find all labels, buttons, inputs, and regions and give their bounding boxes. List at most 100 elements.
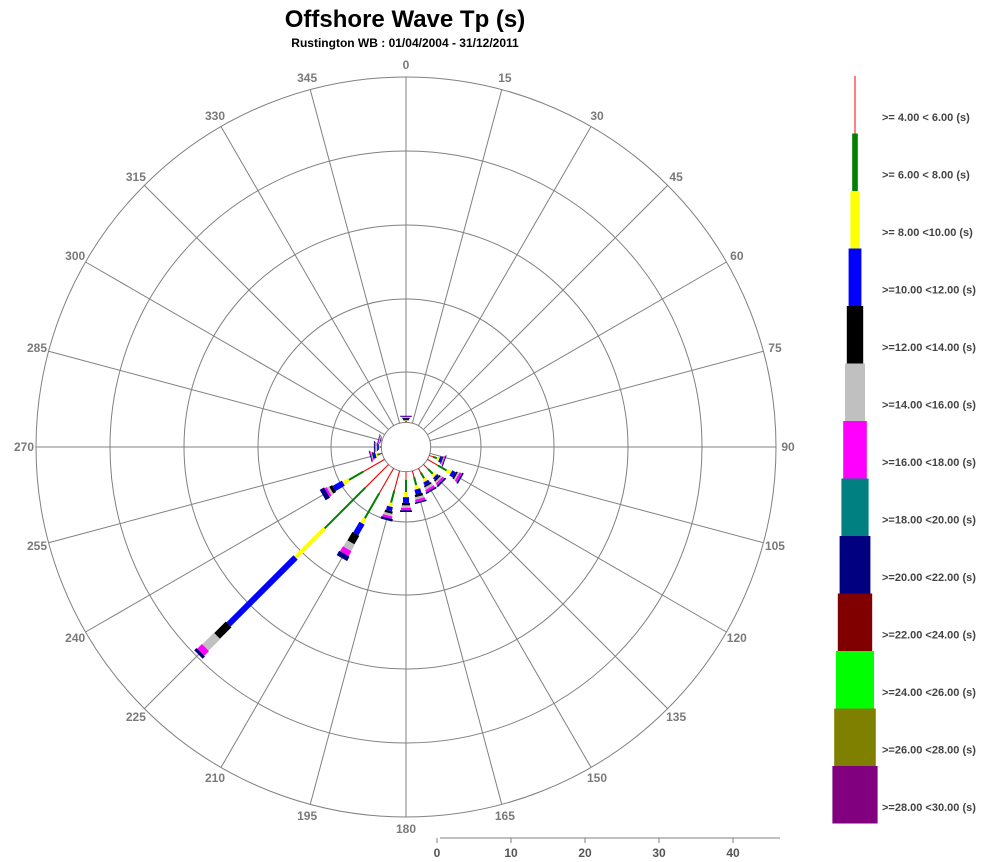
direction-label-300: 300 [65,249,85,263]
sector-285-bin-6 [377,434,381,445]
sector-195-bin-6 [382,514,393,519]
legend-swatch-4 [846,306,864,364]
legend-label-1: >= 6.00 < 8.00 (s) [882,169,970,181]
sector-255-bin-8 [368,450,373,463]
sector-225-bin-8 [194,648,205,659]
sector-210-bin-2 [360,517,367,525]
sector-135-bin-2 [431,472,437,478]
sector-165-bin-4 [414,492,424,498]
sector-120-bin-8 [456,472,464,484]
sector-0-bin-8 [400,415,412,417]
sector-195-bin-4 [384,509,393,514]
sector-180-bin-4 [402,502,410,506]
sector-135-bin-1 [427,468,434,475]
sector-195-bin-3 [386,505,393,512]
sector-180-bin-1 [405,479,407,493]
legend-swatch-12 [832,766,878,824]
legend-swatch-5 [845,363,865,421]
direction-label-0: 0 [403,58,410,72]
sector-225-bin-3 [226,555,298,627]
radial-axis-label-10: 10 [504,846,518,860]
sector-150-bin-6 [425,485,435,493]
sector-150-bin-3 [423,479,430,486]
spoke-150 [417,468,592,768]
sector-210-bin-1 [364,492,381,519]
legend-swatch-2 [850,191,860,249]
sector-270-bin-8 [373,441,375,453]
sector-240-bin-2 [342,478,350,485]
sector-165-bin-0 [411,470,415,478]
radial-axis-label-30: 30 [652,846,666,860]
sector-285-bin-0 [381,440,383,442]
sector-285-bin-2 [380,438,382,443]
sector-150-bin-4 [423,482,432,488]
spoke-165 [411,470,503,805]
sector-255-bin-6 [369,451,374,462]
sector-180-bin-0 [405,471,407,480]
sector-165-bin-5 [414,495,425,500]
legend-label-10: >=24.00 <26.00 (s) [882,687,976,699]
legend-swatch-1 [852,133,858,191]
sector-0-bin-3 [403,418,409,421]
legend-swatch-9 [837,593,873,651]
sector-120-bin-3 [449,470,456,478]
sector-240-bin-3 [332,480,345,492]
sector-110-bin-0 [429,455,434,458]
sector-240-bin-1 [348,470,364,481]
sector-210-bin-3 [353,521,365,536]
legend-label-3: >=10.00 <12.00 (s) [882,284,976,296]
sector-225-bin-2 [294,527,326,559]
sector-240-bin-4 [329,485,337,494]
sector-285-bin-1 [381,439,382,442]
sector-110-bin-4 [440,456,444,464]
sector-110-bin-3 [438,456,443,463]
spoke-105 [429,452,764,544]
legend-swatch-0 [854,76,856,134]
sector-165-bin-2 [414,484,420,490]
sector-195-bin-5 [383,511,393,517]
radial-axis-label-0: 0 [434,846,441,860]
sector-165-bin-1 [413,476,418,486]
sector-120-bin-2 [445,468,452,475]
direction-label-315: 315 [126,170,146,184]
sector-135-bin-8 [436,477,447,488]
sector-255-bin-5 [370,451,374,461]
sector-0-bin-4 [402,417,410,419]
spoke-345 [309,89,401,424]
spoke-45 [423,185,668,430]
legend-label-2: >= 8.00 <10.00 (s) [882,227,973,239]
sector-195-bin-8 [380,516,393,522]
legend-label-12: >=28.00 <30.00 (s) [882,802,976,814]
sector-270-bin-6 [374,442,376,452]
sector-110-bin-8 [441,455,447,467]
sector-110-bin-6 [441,455,446,466]
sector-150-bin-2 [422,477,428,483]
sector-210-bin-4 [347,531,360,545]
sector-180-bin-3 [403,497,409,503]
chart-subtitle: Rustington WB : 01/04/2004 - 31/12/2011 [291,36,519,50]
sector-0-bin-1 [405,421,407,422]
legend-swatch-8 [839,536,871,594]
direction-label-270: 270 [14,440,34,454]
sector-180-bin-8 [400,510,412,512]
sector-0-bin-2 [404,420,408,422]
sector-240-bin-0 [363,458,385,473]
sector-270-bin-4 [377,443,378,451]
legend-label-7: >=18.00 <20.00 (s) [882,514,976,526]
direction-label-285: 285 [27,341,47,355]
sector-195-bin-1 [390,490,396,503]
spoke-135 [423,464,668,709]
legend-label-11: >=26.00 <28.00 (s) [882,744,976,756]
direction-label-330: 330 [205,109,225,123]
sector-210-bin-5 [343,540,355,552]
sector-165-bin-8 [414,499,427,505]
sector-120-bin-5 [453,471,460,481]
direction-label-210: 210 [205,771,225,785]
legend-swatch-6 [843,421,867,479]
sector-120-bin-4 [452,471,458,480]
chart-title: Offshore Wave Tp (s) [284,6,526,33]
legend-swatch-11 [834,708,876,766]
spoke-315 [144,185,389,430]
direction-label-105: 105 [765,539,785,553]
